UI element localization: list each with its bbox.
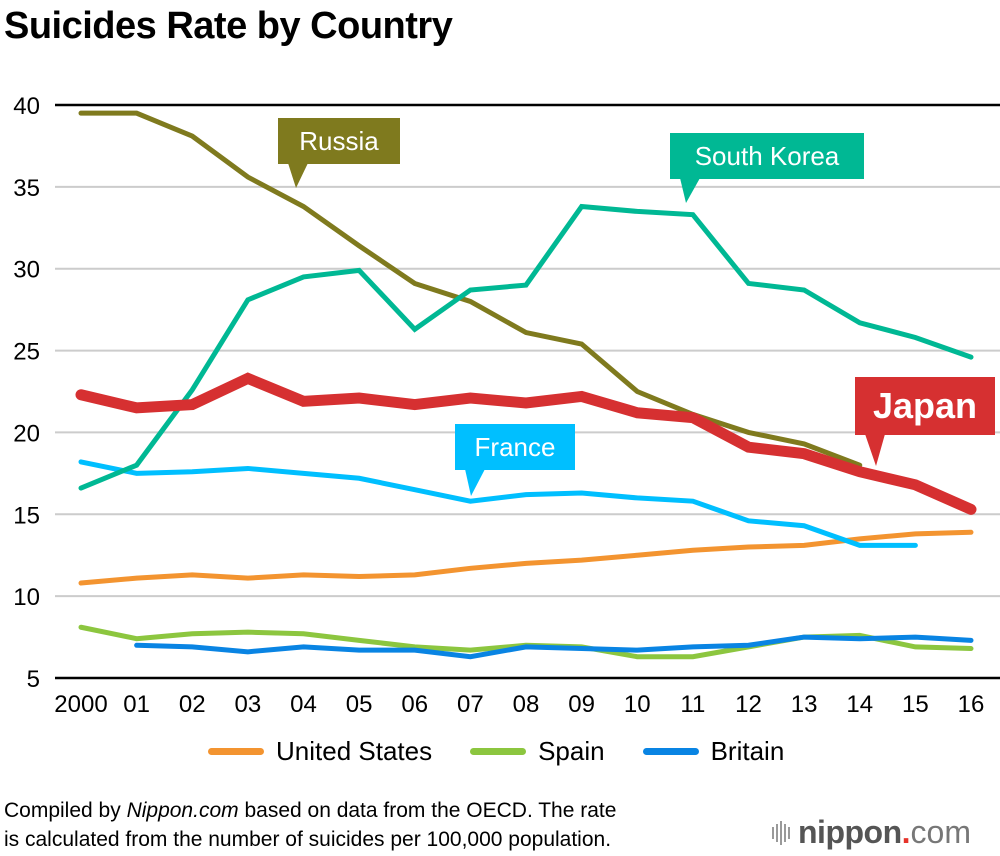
brand-logo: nippon. com [772,814,971,851]
callout-russia: Russia [278,118,400,188]
y-tick-label: 40 [13,93,40,120]
y-tick-label: 5 [27,666,40,693]
series-line-spain [78,624,974,660]
legend-item-britain: Britain [642,736,785,767]
x-tick-label: 04 [290,691,317,718]
footnote-line-1: Compiled by Nippon.com based on data fro… [4,796,616,825]
series-line-britain [134,634,974,660]
series-lines [75,110,977,660]
footnote: Compiled by Nippon.com based on data fro… [4,796,616,854]
x-tick-label: 2000 [54,691,107,718]
callout-box [278,118,400,164]
callout-pointer [288,163,308,188]
callout-label: Japan [873,385,977,426]
callout-label: France [475,432,556,462]
legend-label: United States [276,736,433,766]
y-tick-label: 20 [13,420,40,447]
x-tick-label: 06 [401,691,428,718]
x-axis-ticks: 2000 01 02 03 04 05 06 07 08 09 10 11 12 13 14 15 16 [54,691,984,718]
callout-label: South Korea [695,141,840,171]
x-tick-label: 08 [513,691,540,718]
brand-name: nippon [798,814,902,850]
x-tick-label: 16 [958,691,985,718]
callout-pointer [465,469,485,496]
callout-pointer [680,178,700,203]
callout-pointer [865,434,885,466]
legend-swatch [470,748,527,755]
x-tick-label: 09 [568,691,595,718]
footnote-line-2: is calculated from the number of suicide… [4,828,612,851]
x-tick-label: 11 [680,691,705,718]
legend-swatch [208,748,264,755]
series-callouts: Russia South Korea France Japan [278,118,995,496]
footnote-rest: based on data from the OECD. The rate [238,799,617,822]
gridlines [55,103,1000,680]
x-tick-label: 07 [457,691,484,718]
callout-south-korea: South Korea [670,133,864,203]
x-tick-label: 02 [179,691,206,718]
y-tick-label: 25 [13,339,40,366]
y-tick-label: 10 [13,584,40,611]
callout-box [455,424,575,470]
x-tick-label: 12 [735,691,762,718]
x-tick-label: 10 [624,691,651,718]
x-tick-label: 03 [235,691,262,718]
brand-tld: com [910,814,971,850]
legend: United States Spain Britain [208,736,822,767]
brand-dot: . [901,814,911,850]
x-tick-label: 13 [791,691,818,718]
y-tick-label: 15 [13,502,40,529]
callout-japan: Japan [855,377,995,466]
line-chart: 40 35 30 25 20 15 10 5 2000 01 02 03 04 05 06 07 08 09 10… [13,93,1000,718]
x-tick-label: 05 [346,691,373,718]
y-tick-label: 35 [13,175,40,202]
callout-box [670,133,864,179]
legend-label: Britain [710,736,785,766]
chart-title: Suicides Rate by Country [4,5,453,47]
legend-label: Spain [538,736,605,766]
footnote-source: Nippon.com [126,799,239,822]
legend-item-spain: Spain [470,736,605,767]
callout-label: Russia [299,126,379,156]
series-line-france [78,459,918,548]
y-axis-ticks: 40 35 30 25 20 15 10 5 [13,93,40,693]
callout-france: France [455,424,575,496]
soundwave-icon [772,820,790,845]
callout-box [855,377,995,435]
x-tick-label: 01 [123,691,150,718]
x-tick-label: 14 [846,691,873,718]
x-tick-label: 15 [902,691,929,718]
footnote-prefix: Compiled by [4,799,127,822]
legend-swatch [642,748,699,755]
y-tick-label: 30 [13,257,40,284]
legend-item-united-states: United States [208,736,432,767]
